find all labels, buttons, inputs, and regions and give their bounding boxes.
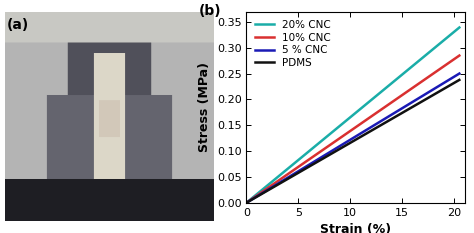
PDMS	[244, 201, 249, 204]
10% CNC	[328, 143, 334, 146]
5 % CNC	[269, 186, 275, 188]
5 % CNC	[244, 201, 249, 204]
20% CNC	[397, 75, 403, 78]
Y-axis label: Stress (MPa): Stress (MPa)	[198, 62, 211, 152]
10% CNC	[269, 184, 275, 186]
PDMS	[456, 79, 462, 81]
X-axis label: Strain (%): Strain (%)	[320, 223, 391, 233]
5 % CNC	[397, 108, 403, 111]
PDMS	[398, 112, 404, 115]
PDMS	[377, 124, 383, 127]
10% CNC	[398, 94, 404, 97]
PDMS	[313, 161, 319, 164]
10% CNC	[377, 109, 383, 112]
20% CNC	[398, 74, 404, 77]
PDMS	[328, 153, 334, 155]
Line: PDMS: PDMS	[246, 80, 459, 203]
10% CNC	[313, 153, 319, 156]
20% CNC	[313, 144, 319, 147]
5 % CNC	[456, 72, 462, 75]
5 % CNC	[313, 159, 319, 162]
20% CNC	[456, 26, 462, 29]
20% CNC	[377, 91, 383, 94]
20% CNC	[328, 132, 334, 135]
20% CNC	[269, 180, 275, 183]
Text: (a): (a)	[7, 18, 29, 32]
Legend: 20% CNC, 10% CNC, 5 % CNC, PDMS: 20% CNC, 10% CNC, 5 % CNC, PDMS	[252, 17, 334, 71]
5 % CNC	[377, 120, 383, 123]
10% CNC	[456, 54, 462, 57]
PDMS	[269, 187, 275, 189]
Text: (b): (b)	[199, 4, 221, 18]
10% CNC	[244, 201, 249, 204]
Line: 20% CNC: 20% CNC	[246, 27, 459, 203]
Line: 10% CNC: 10% CNC	[246, 55, 459, 203]
20% CNC	[244, 201, 249, 204]
Line: 5 % CNC: 5 % CNC	[246, 74, 459, 203]
PDMS	[397, 113, 403, 116]
5 % CNC	[328, 150, 334, 153]
10% CNC	[397, 95, 403, 98]
5 % CNC	[398, 107, 404, 110]
